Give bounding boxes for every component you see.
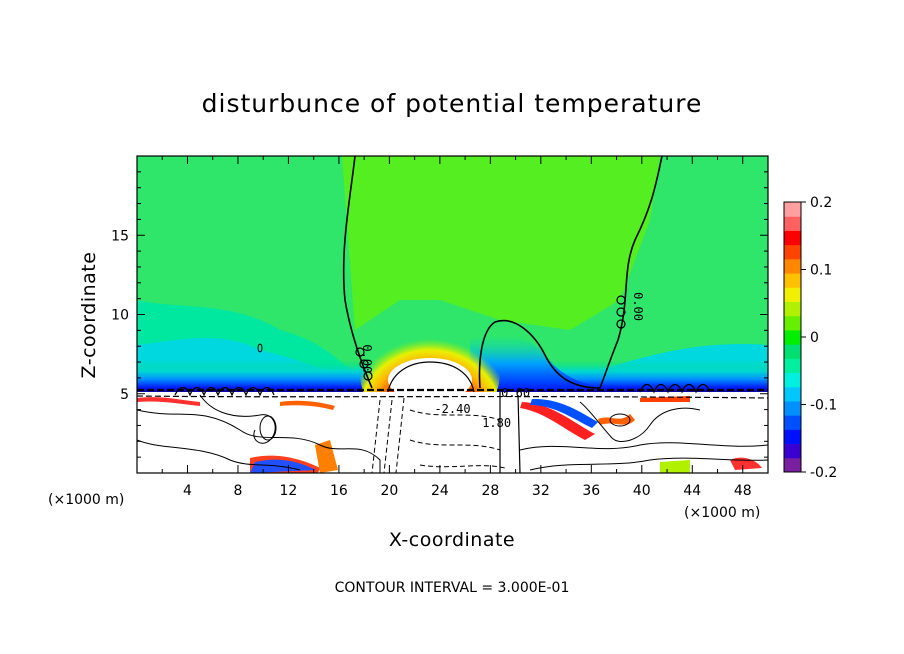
colorbar-swatch-18 [784, 202, 801, 217]
colorbar-swatch-3 [784, 415, 801, 430]
contour-interval-note: CONTOUR INTERVAL = 3.000E-01 [335, 580, 570, 596]
field-light-green-plume [342, 156, 660, 330]
colorbar-swatch-12 [784, 287, 801, 302]
x-tick-label-48: 48 [734, 483, 752, 499]
contours [137, 156, 768, 473]
contour-label-0: 0.00 [360, 344, 374, 373]
contour-zero-right [599, 156, 663, 389]
contour-trough [478, 319, 601, 389]
colorbar-swatch-17 [784, 216, 801, 231]
colorbar-swatch-14 [784, 258, 801, 274]
colorbar-label-1: 0.1 [810, 263, 832, 279]
x-unit-right: (×1000 m) [684, 505, 760, 521]
contour-ripples-left [174, 386, 275, 397]
colorbar-swatch-6 [784, 372, 801, 388]
colorbar-label-0: 0.2 [810, 195, 832, 211]
x-tick-label-12: 12 [280, 483, 298, 499]
y-tick-label-15: 15 [111, 228, 129, 244]
field-lower-streak-6 [137, 397, 200, 406]
x-tick-label-36: 36 [582, 483, 600, 499]
contour-lower-6 [499, 392, 521, 473]
x-tick-label-44: 44 [683, 483, 701, 499]
colorbar-swatch-0 [784, 457, 801, 473]
field-lower-green-patch [660, 460, 690, 473]
contour-lower-8 [529, 457, 768, 471]
field-lower-warm-streak-4 [315, 440, 338, 473]
x-tick-label-20: 20 [380, 483, 398, 499]
contour-eddy-2 [609, 413, 631, 427]
y-axis: 5 10 15 [111, 171, 768, 458]
colorbar-label-4: -0.2 [810, 465, 837, 481]
colorbar: 0.2 0.1 0 -0.1 -0.2 [783, 195, 837, 481]
x-tick-label-40: 40 [633, 483, 651, 499]
colorbar-swatch-4 [784, 400, 801, 416]
field-lower-warm-streak-5 [730, 457, 762, 470]
contour-label-1: 0.00 [631, 292, 645, 321]
contour-right-rings [616, 295, 626, 329]
chart-title: disturbunce of potential temperature [202, 89, 703, 118]
field-lower-warm-streak-2 [598, 414, 635, 425]
field-lower-warm-streak-1 [520, 402, 595, 440]
x-axis-label: X-coordinate [389, 529, 515, 551]
colorbar-swatch-13 [784, 273, 801, 288]
x-tick-label-4: 4 [183, 483, 192, 499]
x-axis: 4 8 12 16 20 24 28 32 36 40 44 48 [161, 156, 752, 499]
field-cold-trough [470, 335, 610, 392]
colorbar-swatch-8 [784, 344, 801, 359]
contour-lower-4 [371, 397, 405, 473]
contour-zero-left [342, 156, 373, 389]
contour-bubble-outer [387, 361, 475, 393]
contour-label-2: 0.60 [501, 386, 530, 400]
x-unit-left: (×1000 m) [48, 492, 124, 508]
colorbar-swatch-2 [784, 429, 801, 445]
x-tick-label-32: 32 [532, 483, 550, 499]
colorbar-swatch-1 [784, 443, 801, 459]
colorbar-swatch-15 [784, 244, 801, 260]
contour-lower-3 [199, 394, 276, 444]
y-tick-label-5: 5 [120, 387, 129, 403]
contour-label-3: -2.40 [434, 402, 470, 416]
contour-eddy-1 [259, 415, 277, 441]
contour-lower-2 [137, 439, 301, 471]
x-tick-label-16: 16 [330, 483, 348, 499]
contour-ripples-right [639, 383, 711, 394]
heatmap-field: 0.00 0.00 0.60 -2.40 1.80 [137, 156, 768, 473]
contour-lower-5 [409, 409, 506, 469]
y-tick-label-10: 10 [111, 308, 129, 324]
contour-labels: 0.00 0.00 0.60 -2.40 1.80 [360, 292, 645, 430]
colorbar-label-2: 0 [810, 330, 819, 346]
contour-bubble-rings [355, 347, 373, 381]
field-lower-cold-streak-1 [530, 398, 598, 428]
x-tick-label-8: 8 [233, 483, 242, 499]
field-lower-streak-7 [280, 400, 335, 410]
y-axis-label: Z-coordinate [78, 252, 100, 379]
colorbar-swatch-9 [784, 329, 801, 345]
contour-eddy-3 [257, 343, 263, 353]
field-lower-region [137, 392, 768, 473]
colorbar-swatch-7 [784, 358, 801, 374]
x-tick-label-28: 28 [481, 483, 499, 499]
colorbar-swatch-5 [784, 386, 801, 402]
contour-label-4: 1.80 [482, 416, 511, 430]
colorbar-swatch-11 [784, 301, 801, 317]
contour-lower-9 [579, 401, 701, 442]
colorbar-swatch-16 [784, 230, 801, 246]
colorbar-label-3: -0.1 [810, 398, 837, 414]
contour-lower-7 [519, 442, 768, 451]
x-tick-label-24: 24 [431, 483, 449, 499]
colorbar-swatch-10 [784, 315, 801, 331]
